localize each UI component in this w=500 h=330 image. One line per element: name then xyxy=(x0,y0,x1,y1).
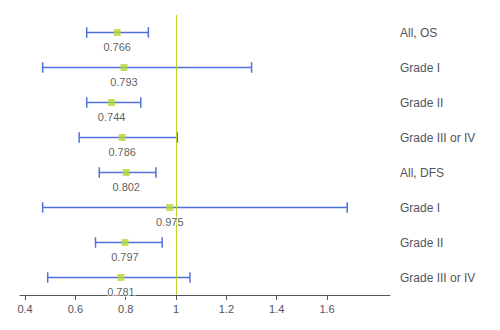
svg-text:1.6: 1.6 xyxy=(319,303,334,315)
svg-text:Grade II: Grade II xyxy=(400,96,443,110)
svg-text:1.4: 1.4 xyxy=(269,303,284,315)
svg-text:Grade III or IV: Grade III or IV xyxy=(400,131,475,145)
svg-text:0.6: 0.6 xyxy=(68,303,83,315)
svg-text:All, DFS: All, DFS xyxy=(400,166,444,180)
svg-text:Grade II: Grade II xyxy=(400,236,443,250)
svg-text:0.975: 0.975 xyxy=(156,216,184,228)
svg-text:All, OS: All, OS xyxy=(400,26,437,40)
svg-text:0.744: 0.744 xyxy=(98,111,126,123)
svg-text:Grade I: Grade I xyxy=(400,61,440,75)
svg-text:Grade I: Grade I xyxy=(400,201,440,215)
svg-text:0.8: 0.8 xyxy=(118,303,133,315)
svg-text:1.2: 1.2 xyxy=(219,303,234,315)
svg-text:0.802: 0.802 xyxy=(112,181,140,193)
svg-text:0.4: 0.4 xyxy=(17,303,32,315)
svg-text:0.766: 0.766 xyxy=(103,41,131,53)
svg-text:0.786: 0.786 xyxy=(108,146,136,158)
svg-text:0.781: 0.781 xyxy=(107,286,135,298)
svg-text:1: 1 xyxy=(173,303,179,315)
svg-text:0.797: 0.797 xyxy=(111,251,139,263)
svg-text:0.793: 0.793 xyxy=(110,76,138,88)
svg-text:Grade III or IV: Grade III or IV xyxy=(400,271,475,285)
